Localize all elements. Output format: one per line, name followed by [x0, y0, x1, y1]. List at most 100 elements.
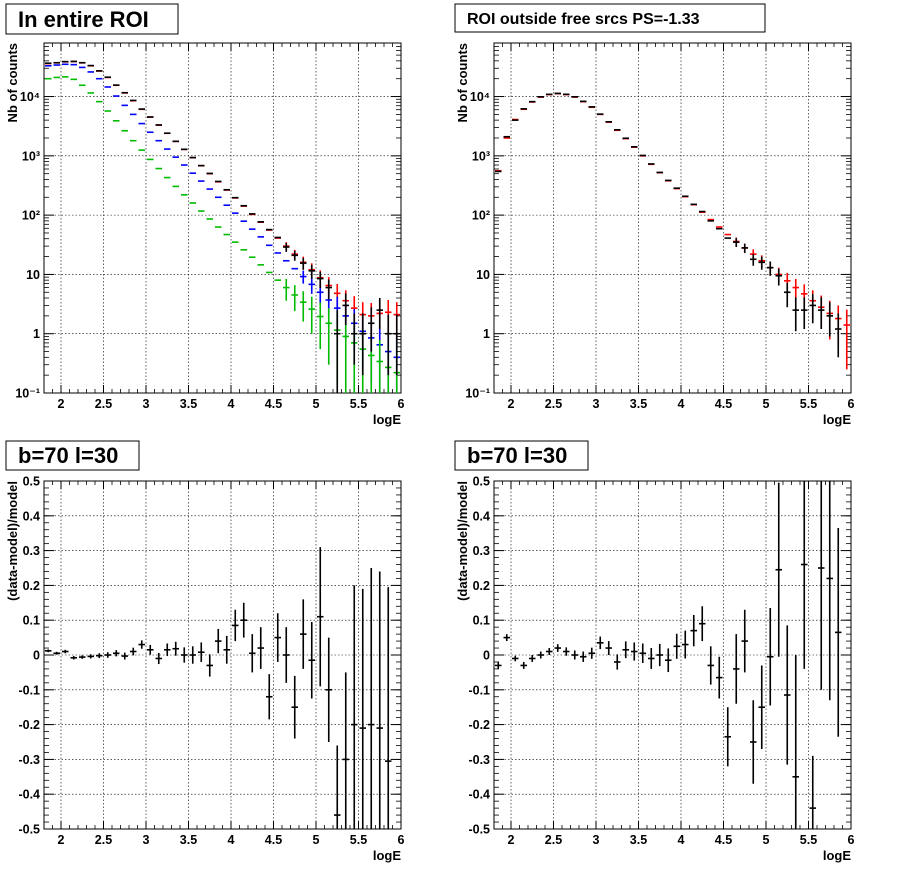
x-tick-label: 4.5 [715, 397, 732, 411]
data-point [53, 651, 60, 655]
data-point [835, 527, 842, 737]
data-point [809, 755, 816, 829]
x-tick-label: 2.5 [95, 833, 112, 847]
data-point [512, 655, 519, 662]
data-point [648, 648, 655, 669]
x-tick-label: 3 [143, 397, 150, 411]
x-tick-label: 3.5 [630, 833, 647, 847]
data-point [130, 647, 137, 656]
data-point [385, 587, 392, 829]
data-point [172, 641, 179, 656]
data-point [758, 256, 765, 270]
data-point [775, 268, 782, 286]
x-tick-label: 3 [593, 397, 600, 411]
data-point [274, 613, 281, 662]
data-point [155, 652, 162, 665]
data-point [325, 279, 332, 300]
data-point [206, 654, 213, 677]
y-tick-label: 0.1 [23, 614, 40, 628]
y-tick-label: 10 [476, 268, 490, 282]
x-tick-label: 2.5 [545, 833, 562, 847]
data-point [147, 644, 154, 655]
data-point [588, 647, 595, 659]
x-tick-label: 3.5 [630, 397, 647, 411]
series-4 [45, 60, 400, 393]
y-tick-label: -0.5 [18, 823, 40, 837]
y-tick-label: 10² [22, 209, 40, 223]
x-axis-label: logE [373, 848, 401, 863]
data-point [503, 634, 510, 642]
x-tick-label: 2 [58, 833, 65, 847]
x-tick-label: 4.5 [265, 397, 282, 411]
data-point [249, 634, 256, 673]
data-point [792, 297, 799, 332]
x-tick-label: 5.5 [800, 397, 817, 411]
data-point [656, 643, 663, 667]
data-point [554, 644, 561, 652]
chart-panel-1: 2 2.5 3 3.5 4 4.5 5 5.5 6 10⁻¹ 1 10 10² 10³ 10⁴ logE Nb … [5, 3, 405, 427]
y-tick-label: 10⁻¹ [465, 387, 490, 401]
data-point [317, 302, 324, 350]
data-point [325, 637, 332, 742]
x-axis-label: logE [823, 412, 851, 427]
data-point [257, 627, 264, 669]
y-tick-label: 10⁻¹ [15, 387, 40, 401]
y-axis-label: (data-model)/model [455, 481, 470, 601]
data-point [767, 261, 774, 276]
y-tick-label: 0 [33, 649, 40, 663]
data-point [325, 308, 332, 365]
data-point [334, 310, 341, 393]
data-point [223, 635, 230, 664]
data-point [682, 630, 689, 659]
data-point [597, 636, 604, 650]
data-point [79, 655, 86, 659]
x-tick-label: 2 [508, 397, 515, 411]
y-tick-label: 10³ [472, 149, 490, 163]
data-point [699, 606, 706, 642]
data-point [843, 309, 850, 370]
title-box [454, 3, 766, 33]
data-point [580, 651, 587, 662]
data-point [818, 297, 825, 330]
chart-panel-4: 2 2.5 3 3.5 4 4.5 5 5.5 6 -0.5 -0.4 -0.3 -0.2 -0.1 0 0.… [454, 440, 855, 863]
data-point [826, 302, 833, 337]
data-point [767, 608, 774, 706]
data-point [376, 340, 383, 393]
y-tick-label: -0.2 [18, 718, 40, 732]
data-point [622, 641, 629, 659]
data-point [232, 609, 239, 642]
data-point [189, 646, 196, 664]
x-tick-label: 5 [763, 397, 770, 411]
data-point [801, 481, 808, 669]
data-point [639, 643, 646, 664]
data-point [758, 665, 765, 749]
data-point [359, 313, 366, 376]
x-tick-label: 3 [593, 833, 600, 847]
data-point [631, 642, 638, 661]
data-point [546, 648, 553, 655]
data-point [283, 627, 290, 683]
series-1 [495, 481, 842, 829]
data-point [308, 264, 315, 279]
data-point [520, 661, 527, 669]
x-tick-label: 2.5 [545, 397, 562, 411]
data-point [300, 599, 307, 669]
series-2 [495, 92, 842, 358]
data-point [673, 633, 680, 659]
data-point [784, 282, 791, 308]
data-point [809, 293, 816, 324]
chart-title: In entire ROI [18, 7, 149, 32]
y-tick-label: 1 [483, 327, 490, 341]
y-tick-label: -0.1 [18, 683, 40, 697]
y-tick-label: 10 [26, 268, 40, 282]
y-tick-label: -0.3 [18, 753, 40, 767]
x-axis-label: logE [823, 848, 851, 863]
data-point [104, 652, 111, 658]
x-tick-label: 2 [508, 833, 515, 847]
x-tick-label: 5.5 [800, 833, 817, 847]
data-point [317, 547, 324, 687]
y-tick-label: 0.1 [473, 614, 490, 628]
data-point [537, 651, 544, 659]
y-tick-label: 0.2 [23, 579, 40, 593]
